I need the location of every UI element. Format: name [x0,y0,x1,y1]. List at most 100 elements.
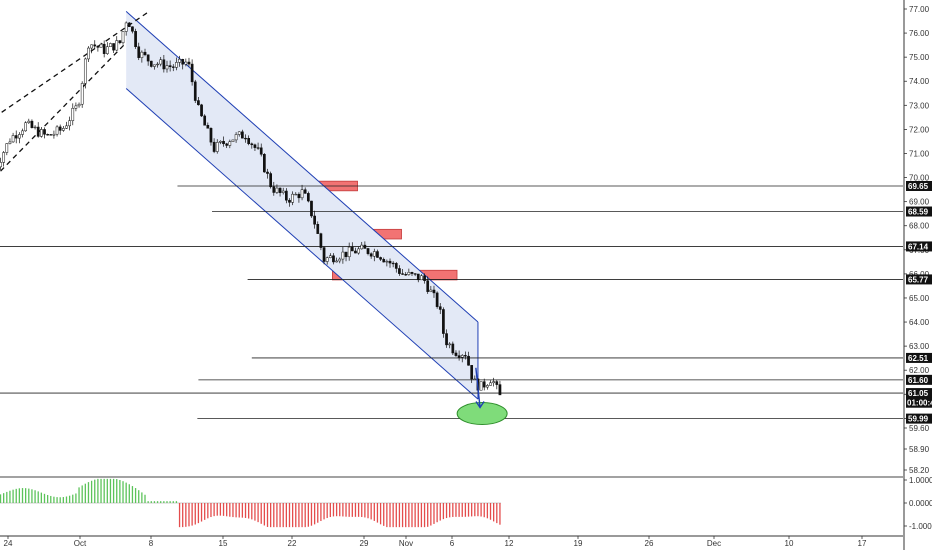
candle-down [168,65,172,68]
candle-down [388,260,392,264]
candle-down [43,129,46,135]
candle-down [432,289,436,294]
level-tag-61.60 [906,374,932,385]
candle-up [40,129,43,137]
candle-down [303,189,307,194]
candle-down [369,253,373,257]
candle-down [250,143,254,146]
candle-up [175,62,178,68]
candle-down [401,273,404,275]
prior-channel-upper [0,10,150,115]
candle-up [228,141,232,146]
candle-up [165,65,169,70]
candle-down [288,199,291,203]
candle-up [74,105,78,109]
oscillator-panel [0,476,903,528]
candle-up [115,40,119,51]
y-tick-label: 64.00 [909,318,930,327]
level-tag-text: 61.05 [908,389,929,398]
level-tag-text: 68.59 [908,208,929,217]
candle-up [65,125,68,129]
y-tick-label: 62.00 [909,366,930,375]
candle-down [316,224,320,234]
candle-up [21,130,24,135]
y-tick-label: 59.60 [909,424,930,433]
x-tick-label: 24 [4,539,13,548]
candle-down [259,147,263,155]
horizontal-levels [0,185,903,420]
candle-down [143,51,147,56]
y-tick-label: 58.90 [909,445,930,454]
candle-up [234,134,238,141]
candle-down [495,381,499,385]
candle-down [438,306,442,310]
candle-up [61,128,65,131]
candle-down [423,275,426,281]
level-tag-68.59 [906,206,932,217]
y-tick-label: 66.00 [909,270,930,279]
osc-tick-label: -1.0000 [909,522,932,531]
candle-down [363,244,367,249]
candle-up [291,193,294,203]
candle-down [253,144,257,148]
target-zone-ellipse [456,402,508,426]
candle-down [416,273,420,281]
candle-down [203,115,207,126]
candle-up [215,142,219,152]
candle-down [244,137,247,140]
candle-up [77,103,81,107]
candle-down [212,141,216,152]
level-tag-69.65 [906,180,932,191]
candle-up [492,381,496,384]
candle-up [33,126,37,129]
candle-down [197,100,200,106]
candle-down [58,126,62,131]
level-tag-65.77 [906,274,932,285]
candle-down [451,343,455,354]
candle-up [90,44,93,49]
candle-down [413,273,417,275]
prior-channel-lower [0,42,127,173]
candle-up [372,251,376,257]
level-tag-text: 59.99 [908,415,929,424]
candle-down [442,309,445,334]
candle-up [328,255,332,258]
candle-down [297,193,301,199]
candle-down [272,186,276,193]
x-tick-label: 22 [288,539,297,548]
candle-down [394,263,398,269]
candle-down [162,59,166,70]
candle-down [181,58,185,65]
y-tick-label: 77.00 [909,5,930,14]
candle-down [171,66,175,68]
candle-down [269,173,272,188]
candle-up [486,385,489,388]
candle-up [109,43,112,48]
y-tick-label: 63.00 [909,342,930,351]
candle-up [2,152,6,163]
candle-up [83,58,87,84]
candle-down [225,143,229,146]
x-tick-label: 29 [360,539,369,548]
candle-up [420,275,423,281]
candle-down [190,63,194,83]
candle-down [14,135,18,139]
candle-up [338,258,342,262]
candle-down [410,272,414,274]
candle-up [219,140,222,143]
candle-down [36,126,40,137]
candle-down [464,355,467,357]
candle-down [379,257,382,260]
candle-down [376,251,379,258]
candle-up [99,43,103,48]
candle-up [24,122,27,132]
candle-up [300,189,304,199]
y-tick-label: 68.00 [909,222,930,231]
channel-lower-line [125,88,479,400]
candle-down [470,365,474,380]
candle-down [241,131,244,139]
candle-up [357,248,360,254]
x-tick-label: Oct [74,539,87,548]
candle-down [306,193,310,202]
